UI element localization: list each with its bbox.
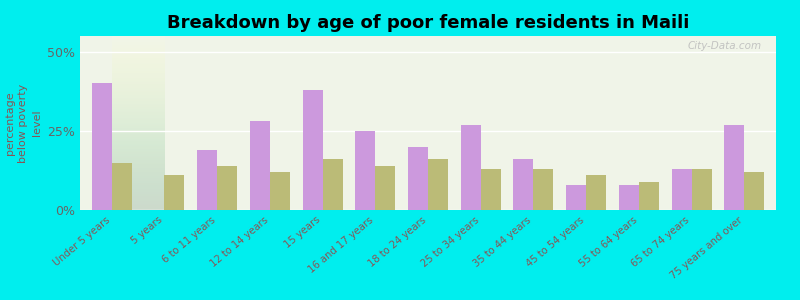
Bar xyxy=(639,182,659,210)
Bar xyxy=(692,169,712,210)
Y-axis label: percentage
below poverty
level: percentage below poverty level xyxy=(5,83,42,163)
Bar xyxy=(672,169,692,210)
Text: City-Data.com: City-Data.com xyxy=(688,41,762,51)
Bar xyxy=(164,175,184,210)
Bar xyxy=(302,90,322,210)
Bar xyxy=(197,150,217,210)
Bar xyxy=(92,83,112,210)
Bar xyxy=(619,185,639,210)
Bar xyxy=(375,166,395,210)
Bar xyxy=(112,163,132,210)
Bar xyxy=(481,169,501,210)
Bar xyxy=(408,147,428,210)
Title: Breakdown by age of poor female residents in Maili: Breakdown by age of poor female resident… xyxy=(167,14,689,32)
Bar xyxy=(534,169,554,210)
Bar xyxy=(461,124,481,210)
Bar xyxy=(724,124,744,210)
Bar xyxy=(217,166,237,210)
Bar xyxy=(250,122,270,210)
Bar xyxy=(566,185,586,210)
Bar xyxy=(514,159,534,210)
Bar xyxy=(586,175,606,210)
Bar xyxy=(428,159,448,210)
Bar xyxy=(744,172,765,210)
Bar xyxy=(270,172,290,210)
Bar xyxy=(322,159,342,210)
Bar xyxy=(355,131,375,210)
